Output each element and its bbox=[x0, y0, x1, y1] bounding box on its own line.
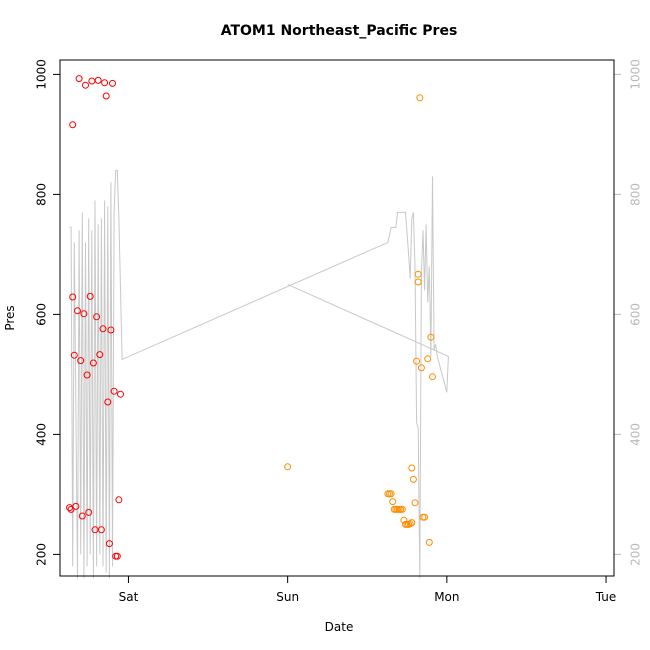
data-point bbox=[406, 520, 414, 528]
data-point bbox=[93, 313, 101, 321]
y2-tick-label: 200 bbox=[629, 543, 643, 566]
plot-frame bbox=[59, 59, 615, 577]
data-point bbox=[113, 552, 121, 560]
y-tick-label: 1000 bbox=[35, 59, 49, 90]
data-point bbox=[78, 512, 86, 520]
x-tick-label: Tue bbox=[595, 590, 617, 604]
data-point bbox=[414, 270, 422, 278]
data-point bbox=[398, 505, 406, 513]
data-point bbox=[89, 359, 97, 367]
data-point bbox=[70, 351, 78, 359]
data-point bbox=[425, 538, 433, 546]
data-point bbox=[75, 75, 83, 83]
data-point bbox=[408, 464, 416, 472]
data-point bbox=[82, 81, 89, 89]
data-point bbox=[88, 77, 96, 85]
x-axis-label: Date bbox=[325, 620, 354, 634]
x-tick-label: Sat bbox=[119, 590, 139, 604]
data-point bbox=[409, 475, 417, 483]
pressure-line-series bbox=[69, 169, 449, 579]
y2-tick-label: 600 bbox=[629, 303, 643, 326]
data-point bbox=[104, 398, 112, 406]
data-point bbox=[72, 502, 80, 510]
data-point bbox=[69, 293, 77, 301]
data-point bbox=[424, 355, 432, 363]
data-point bbox=[86, 292, 94, 300]
data-point bbox=[69, 121, 77, 129]
data-point bbox=[101, 79, 109, 87]
data-point bbox=[80, 310, 88, 318]
data-point bbox=[85, 508, 93, 516]
y2-tick-label: 800 bbox=[629, 183, 643, 206]
data-point bbox=[74, 307, 81, 315]
data-point bbox=[427, 333, 435, 341]
data-point bbox=[94, 76, 102, 84]
axes: Sat Sun Mon Tue 200 400 600 800 1000 200 400 600 800… bbox=[35, 59, 643, 604]
data-point bbox=[417, 364, 425, 372]
data-point bbox=[97, 526, 105, 534]
data-point bbox=[102, 92, 110, 100]
data-point bbox=[110, 387, 118, 395]
data-point bbox=[429, 373, 436, 381]
y-tick-label: 600 bbox=[35, 303, 49, 326]
data-point bbox=[77, 357, 85, 365]
y2-tick-label: 400 bbox=[629, 423, 643, 446]
data-point bbox=[416, 94, 424, 102]
chart-title: ATOM1 Northeast_Pacific Pres bbox=[221, 23, 458, 39]
data-point bbox=[421, 513, 429, 521]
y-tick-label: 800 bbox=[35, 183, 49, 206]
data-point bbox=[414, 278, 422, 286]
data-point bbox=[117, 390, 124, 398]
y-tick-label: 200 bbox=[35, 543, 49, 566]
data-point bbox=[389, 498, 397, 506]
x-tick-label: Mon bbox=[434, 590, 459, 604]
data-point bbox=[408, 519, 416, 527]
data-point bbox=[115, 496, 123, 504]
data-point bbox=[66, 504, 74, 512]
data-point bbox=[109, 79, 116, 87]
data-point bbox=[105, 540, 113, 548]
y-tick-label: 400 bbox=[35, 423, 49, 446]
y-axis-label: Pres bbox=[3, 305, 17, 330]
data-point bbox=[96, 351, 104, 359]
data-point bbox=[99, 325, 107, 333]
y2-tick-label: 1000 bbox=[629, 59, 643, 90]
x-tick-label: Sun bbox=[276, 590, 299, 604]
data-point bbox=[107, 326, 115, 334]
data-point bbox=[83, 371, 91, 379]
points-layer bbox=[66, 75, 436, 560]
line-series-path bbox=[69, 169, 449, 579]
data-point bbox=[413, 357, 421, 365]
data-point bbox=[284, 463, 292, 471]
data-point bbox=[387, 490, 395, 498]
data-point bbox=[411, 499, 419, 507]
